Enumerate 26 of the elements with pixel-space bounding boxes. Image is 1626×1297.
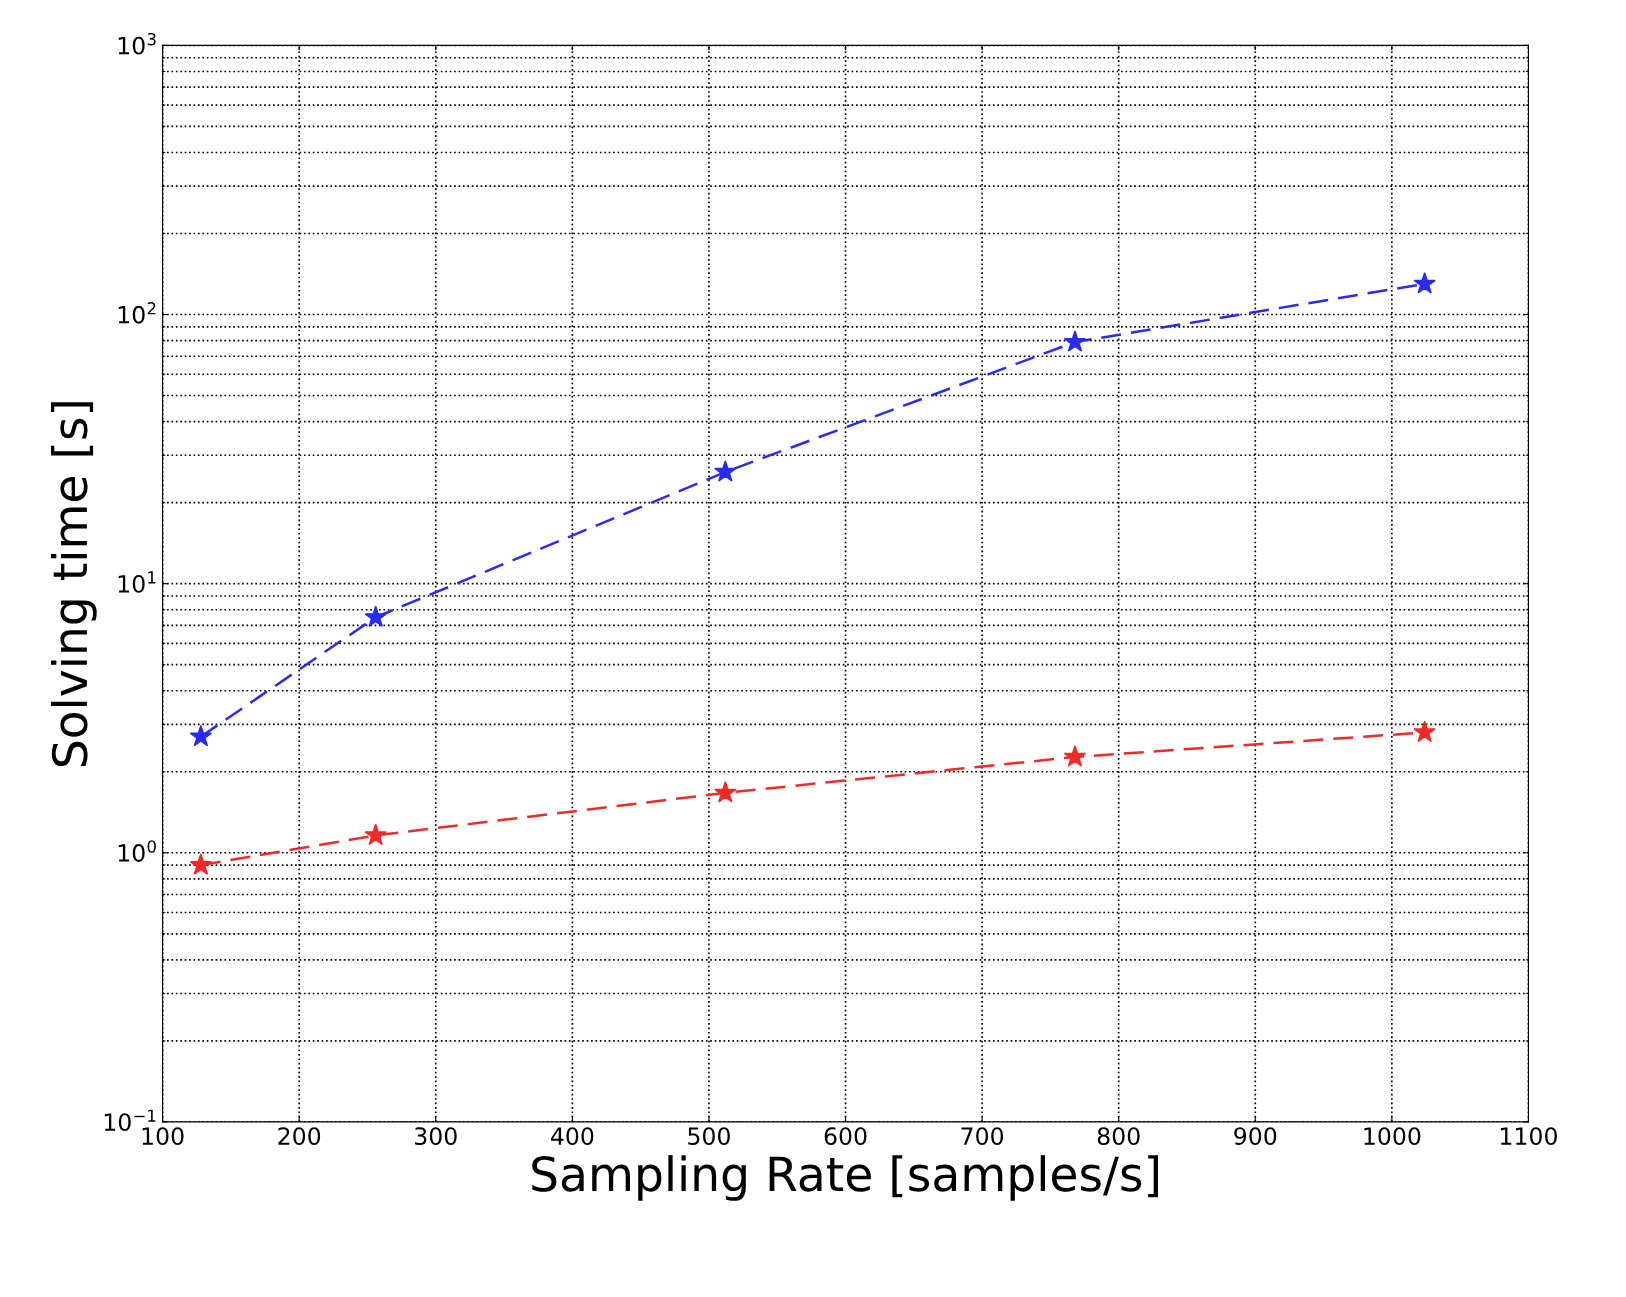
x-tick-label: 600 [824, 1127, 867, 1146]
x-tick-label: 700 [961, 1127, 1004, 1146]
point [1413, 720, 1436, 743]
x-tick-label: 1100 [1500, 1127, 1557, 1146]
y-tick-label: 10$^{0}$ [118, 840, 156, 862]
point [189, 724, 213, 747]
x-tick-label: 200 [278, 1127, 321, 1146]
point [714, 460, 737, 482]
x-tick-label: 400 [550, 1127, 594, 1146]
x-tick-label: 900 [1234, 1127, 1277, 1146]
y-tick-label: 10$^{3}$ [118, 32, 156, 55]
x-axis-title: Sampling Rate [samples/s] [532, 1155, 1158, 1201]
y-tick-label: 10$^{2}$ [118, 302, 156, 324]
y-axis-title: Solving time [s] [51, 402, 97, 767]
x-tick-label: 800 [1097, 1127, 1140, 1146]
x-tick-label: 500 [688, 1127, 730, 1146]
y-tick-label: 10$^{1}$ [118, 571, 156, 593]
point [1413, 272, 1436, 294]
x-tick-label: 1000 [1364, 1127, 1421, 1146]
point [364, 605, 387, 627]
point [1063, 745, 1087, 767]
x-tick-label: 300 [415, 1127, 457, 1146]
point [1063, 330, 1087, 352]
point [364, 823, 387, 846]
point [189, 853, 213, 875]
point [714, 781, 737, 803]
